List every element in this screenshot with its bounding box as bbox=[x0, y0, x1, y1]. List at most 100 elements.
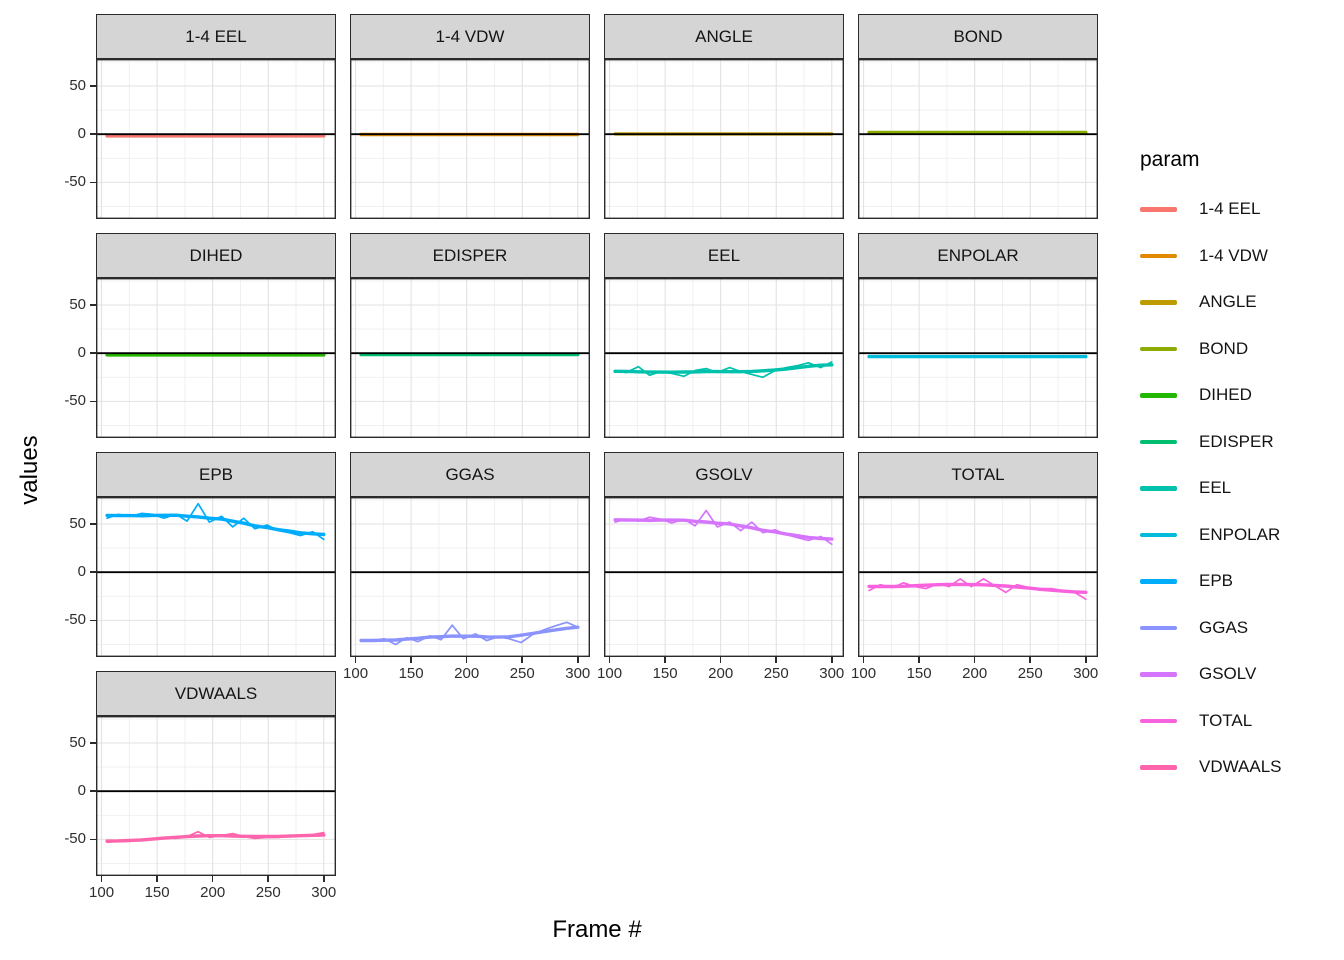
y-tick-label: 0 bbox=[77, 125, 86, 143]
facet-panel bbox=[350, 497, 590, 657]
facet-strip: EPB bbox=[96, 452, 336, 497]
facet-panel bbox=[96, 497, 336, 657]
x-axis-tick bbox=[719, 657, 722, 663]
legend-key-line bbox=[1140, 579, 1177, 584]
panel-background bbox=[350, 278, 590, 438]
x-tick-label: 150 bbox=[398, 665, 424, 682]
panel-background bbox=[350, 497, 590, 657]
x-axis-tick bbox=[918, 657, 920, 663]
facet-strip-label: GGAS bbox=[445, 464, 495, 484]
x-axis-tick bbox=[664, 657, 666, 663]
facet-strip: EDISPER bbox=[350, 233, 590, 278]
panel-border bbox=[350, 59, 590, 219]
y-axis-tick bbox=[90, 619, 96, 622]
y-axis-tick bbox=[90, 85, 96, 87]
y-axis-tick bbox=[90, 523, 96, 525]
y-axis-tick bbox=[90, 304, 96, 306]
legend-item: EPB bbox=[1140, 558, 1340, 605]
y-axis-tick bbox=[90, 133, 96, 135]
x-axis-tick bbox=[608, 657, 611, 663]
legend-key-line bbox=[1140, 765, 1177, 770]
facet-panel bbox=[858, 497, 1098, 657]
x-tick-label: 150 bbox=[906, 665, 932, 682]
legend-item: VDWAALS bbox=[1140, 744, 1340, 791]
panel-border bbox=[96, 59, 336, 219]
legend-label: GGAS bbox=[1199, 617, 1249, 637]
x-tick-label: 200 bbox=[708, 665, 734, 682]
legend-label: ENPOLAR bbox=[1199, 524, 1281, 544]
panel-background bbox=[96, 497, 336, 657]
x-axis-tick bbox=[862, 657, 865, 663]
facet-strip: ANGLE bbox=[604, 14, 844, 59]
legend-title: param bbox=[1140, 148, 1200, 171]
x-axis-tick bbox=[156, 876, 158, 882]
panel-border bbox=[96, 716, 336, 876]
facet-strip-label: ANGLE bbox=[695, 26, 753, 46]
facet-panel bbox=[858, 278, 1098, 438]
x-tick-label: 100 bbox=[343, 665, 369, 682]
x-axis-tick bbox=[211, 876, 214, 882]
panel-border bbox=[604, 59, 844, 219]
facet-strip-label: EDISPER bbox=[432, 245, 508, 265]
legend: param 1-4 EEL 1-4 VDW ANGLE BOND DIHED EDISPE… bbox=[1140, 148, 1340, 791]
x-axis-tick bbox=[521, 657, 523, 663]
facet-strip-label: 1-4 EEL bbox=[185, 26, 247, 46]
facet-strip-label: EEL bbox=[707, 245, 741, 265]
facet-panel bbox=[604, 497, 844, 657]
panel-border bbox=[604, 278, 844, 438]
panel-border bbox=[96, 278, 336, 438]
facet-strip-label: BOND bbox=[953, 26, 1003, 46]
y-axis-tick bbox=[90, 181, 96, 184]
x-axis-tick bbox=[775, 657, 777, 663]
x-tick-label: 250 bbox=[255, 884, 281, 901]
x-axis-tick bbox=[1085, 657, 1087, 663]
smooth-trend-line bbox=[105, 833, 326, 843]
x-axis-tick bbox=[100, 876, 103, 882]
panel-background bbox=[858, 59, 1098, 219]
legend-item: ANGLE bbox=[1140, 279, 1340, 326]
x-tick-label: 300 bbox=[1073, 665, 1099, 682]
facet-strip-label: GSOLV bbox=[695, 464, 753, 484]
panel-background bbox=[96, 716, 336, 876]
legend-label: EPB bbox=[1199, 571, 1234, 591]
facet-panel bbox=[96, 59, 336, 219]
x-tick-label: 300 bbox=[565, 665, 591, 682]
facet-panel bbox=[350, 278, 590, 438]
legend-key-line bbox=[1140, 393, 1177, 398]
smooth-trend-line bbox=[613, 363, 834, 374]
legend-item: GSOLV bbox=[1140, 651, 1340, 698]
legend-item: 1-4 EEL bbox=[1140, 186, 1340, 233]
legend-item: TOTAL bbox=[1140, 698, 1340, 745]
facet-strip: GSOLV bbox=[604, 452, 844, 497]
legend-key-line bbox=[1140, 439, 1177, 444]
facet-strip-label: VDWAALS bbox=[174, 683, 258, 703]
panel-background bbox=[858, 497, 1098, 657]
x-tick-label: 250 bbox=[1017, 665, 1043, 682]
y-axis-title: values bbox=[16, 435, 43, 505]
legend-label: EEL bbox=[1199, 478, 1232, 498]
legend-label: 1-4 EEL bbox=[1199, 199, 1261, 219]
y-tick-label: -50 bbox=[64, 830, 86, 848]
x-axis-tick bbox=[973, 657, 976, 663]
facet-strip-label: 1-4 VDW bbox=[435, 26, 505, 46]
y-tick-label: 0 bbox=[77, 344, 86, 362]
legend-key-line bbox=[1140, 486, 1177, 491]
legend-item: DIHED bbox=[1140, 372, 1340, 419]
facet-strip: EEL bbox=[604, 233, 844, 278]
x-tick-label: 150 bbox=[652, 665, 678, 682]
legend-item: BOND bbox=[1140, 326, 1340, 373]
facet-strip: 1-4 EEL bbox=[96, 14, 336, 59]
facet-strip: GGAS bbox=[350, 452, 590, 497]
legend-key-line bbox=[1140, 625, 1177, 630]
facet-panel bbox=[96, 716, 336, 876]
x-axis-tick bbox=[1029, 657, 1031, 663]
facet-strip-label: TOTAL bbox=[951, 464, 1005, 484]
x-tick-label: 150 bbox=[144, 884, 170, 901]
facet-strip: VDWAALS bbox=[96, 671, 336, 716]
smooth-trend-line bbox=[613, 518, 834, 541]
smooth-trend-line bbox=[105, 513, 326, 537]
x-tick-label: 250 bbox=[509, 665, 535, 682]
y-axis-tick bbox=[90, 790, 96, 792]
legend-label: TOTAL bbox=[1199, 710, 1253, 730]
